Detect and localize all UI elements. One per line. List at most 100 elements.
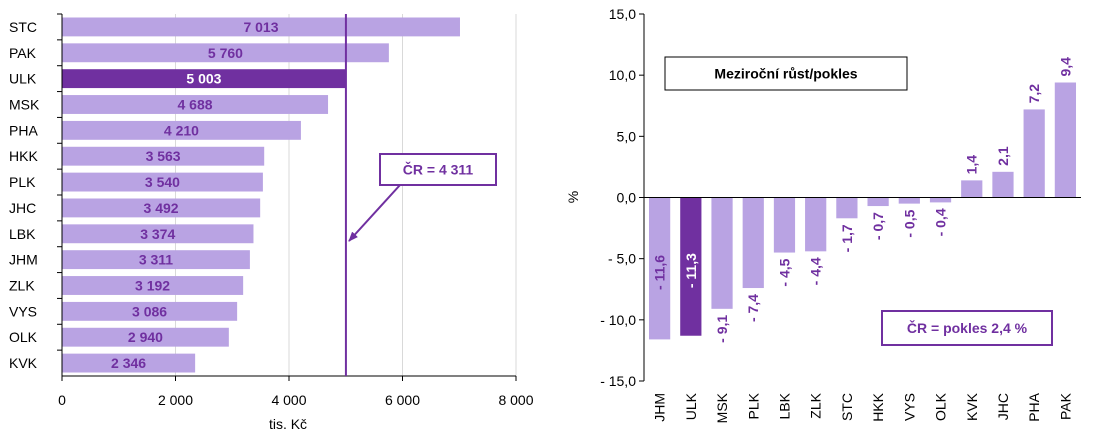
left-bar-value-label: 3 192 (135, 278, 170, 294)
right-bar-value-label: 2,1 (995, 146, 1011, 166)
right-bar-stc (836, 197, 858, 219)
right-bar-hkk (867, 197, 889, 207)
right-category-label: OLK (933, 392, 949, 421)
right-category-label: VYS (901, 393, 917, 421)
right-bars: - 11,6 - 11,3 - 9,1 - 7,4 - 4,5 - 4,4 - 1,7 - 0… (648, 57, 1077, 343)
right-y-tick-label: - 10,0 (600, 312, 636, 328)
right-bar-jhm (648, 197, 671, 340)
left-category-label: LBK (9, 226, 36, 242)
left-x-axis-title: tis. Kč (269, 416, 307, 432)
right-category-label: JHM (652, 393, 668, 422)
left-bar-jhm (62, 250, 250, 270)
left-annotation-box (379, 153, 497, 186)
right-annotation-text: ČR = pokles 2,4 % (907, 319, 1028, 336)
right-title-box: Meziroční růst/pokles (664, 56, 908, 91)
right-bar-value-label: - 0,7 (870, 212, 886, 240)
right-y-axis-title: % (565, 191, 581, 203)
right-category-label: STC (839, 393, 855, 421)
right-bar-value-label: - 1,7 (839, 224, 855, 252)
left-bar-kvk (62, 353, 196, 373)
right-y-tick-label: 10,0 (609, 67, 636, 83)
right-bar-kvk (961, 180, 983, 198)
right-category-label: KVK (964, 392, 980, 421)
right-bar-value-label: - 4,4 (808, 257, 824, 285)
left-category-label: OLK (9, 329, 38, 345)
left-category-label: MSK (9, 97, 40, 113)
left-bar-value-label: 2 940 (128, 329, 163, 345)
right-y-tick-label: 5,0 (617, 128, 637, 144)
left-annotation-text: ČR = 4 311 (403, 161, 474, 178)
right-bar-value-label: - 0,4 (933, 208, 949, 236)
left-category-labels: STC PAK ULK MSK PHA HKK PLK JHC LBK JHM ZLK VYS OLK K… (9, 13, 62, 371)
left-x-tick-label: 2 000 (158, 392, 193, 408)
left-bar-ulk (62, 69, 346, 89)
left-bar-value-label: 3 540 (145, 174, 180, 190)
right-category-label: PHA (1026, 392, 1042, 421)
left-bar-hkk (62, 146, 265, 166)
left-category-label: ULK (9, 71, 37, 87)
right-bar-msk (711, 197, 733, 309)
left-bar-value-label: 7 013 (243, 19, 278, 35)
left-bar-value-label: 3 374 (140, 226, 175, 242)
left-x-tick-label: 8 000 (498, 392, 533, 408)
left-category-label: PLK (9, 174, 36, 190)
right-bar-value-label: - 0,5 (901, 209, 917, 237)
right-category-label: PAK (1057, 392, 1073, 420)
right-bar-zlk (805, 197, 827, 252)
right-bar-pak (1054, 82, 1077, 198)
right-chart-title: Meziroční růst/pokles (714, 66, 857, 82)
left-x-tick-label: 0 (58, 392, 66, 408)
left-bar-value-label: 5 003 (186, 71, 221, 87)
right-bar-vys (898, 197, 920, 204)
right-category-label: HKK (870, 392, 886, 421)
right-category-label: ULK (683, 392, 699, 420)
right-bar-ulk (680, 197, 702, 336)
right-bar-pha (1023, 109, 1045, 198)
left-bar-zlk (62, 276, 244, 295)
right-bar-olk (929, 197, 952, 203)
left-bar-vys (62, 301, 238, 321)
left-bar-value-label: 2 346 (111, 355, 146, 371)
right-category-label: ZLK (808, 392, 824, 418)
left-category-label: HKK (9, 148, 38, 164)
right-category-label: JHC (995, 393, 1011, 420)
right-bar-lbk (773, 197, 796, 253)
left-bar-pha (62, 120, 301, 140)
left-category-label: JHM (9, 252, 38, 268)
left-category-label: PHA (9, 122, 38, 138)
left-category-label: STC (9, 19, 37, 35)
right-bar-value-label: - 4,5 (776, 258, 792, 286)
right-category-label: PLK (745, 392, 761, 419)
left-category-label: VYS (9, 303, 37, 319)
right-annotation: ČR = pokles 2,4 % (881, 310, 1053, 346)
left-category-label: KVK (9, 355, 38, 371)
right-y-tick-label: 15,0 (609, 6, 636, 22)
left-x-tick-label: 6 000 (385, 392, 420, 408)
left-bar-olk (62, 327, 229, 347)
left-bar-pak (62, 43, 389, 63)
right-y-tick-label: - 5,0 (608, 251, 636, 267)
left-bar-msk (62, 95, 329, 114)
left-bar-value-label: 4 210 (164, 122, 199, 138)
left-x-tick-labels: 0 2 000 4 000 6 000 8 000 (58, 376, 534, 408)
left-annotation: ČR = 4 311 (348, 153, 497, 242)
left-category-label: JHC (9, 200, 36, 216)
right-category-label: MSK (714, 392, 730, 423)
right-y-tick-label: - 15,0 (600, 373, 636, 389)
left-bar-jhc (62, 198, 261, 218)
left-bar-plk (62, 172, 263, 192)
right-category-label: LBK (776, 392, 792, 419)
left-bar-stc (62, 17, 460, 37)
left-bar-value-label: 5 760 (208, 45, 243, 61)
left-bar-lbk (62, 224, 254, 244)
right-title-frame (664, 56, 908, 91)
right-bar-value-label: 1,4 (964, 155, 980, 175)
left-bar-value-label: 4 688 (177, 97, 212, 113)
left-bar-value-label: 3 492 (144, 200, 179, 216)
right-bar-value-label: - 9,1 (714, 315, 730, 343)
right-bar-value-label: - 11,6 (652, 255, 668, 290)
